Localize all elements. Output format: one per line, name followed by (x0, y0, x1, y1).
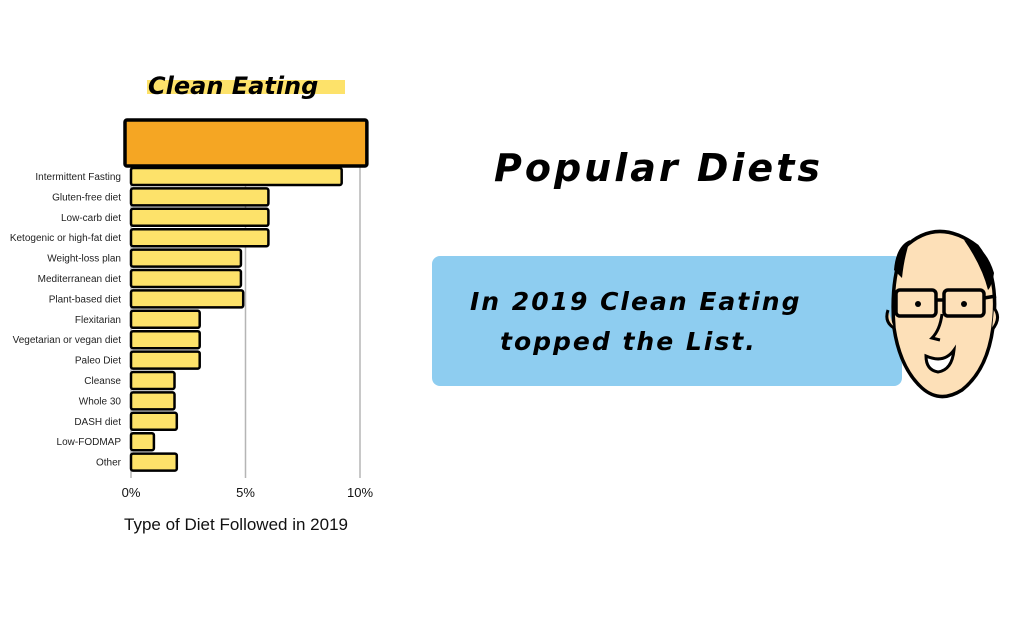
category-labels: Intermittent Fasting Gluten-free diet Low-… (10, 172, 122, 469)
bar (129, 166, 343, 187)
bar (129, 248, 243, 268)
category-label: Other (96, 458, 122, 469)
x-tick-labels: 0% 5% 10% (122, 485, 374, 500)
category-label: Low-FODMAP (57, 437, 122, 448)
category-label: Plant-based diet (49, 294, 121, 305)
category-label: Whole 30 (79, 396, 122, 407)
category-label: Flexitarian (75, 315, 121, 326)
bar (129, 227, 270, 248)
callout-line-2: topped the List. (500, 327, 757, 356)
bar (129, 411, 179, 432)
x-tick-label: 10% (347, 485, 373, 500)
category-label: Intermittent Fasting (35, 172, 121, 183)
bar (129, 187, 270, 207)
category-label: DASH diet (74, 417, 121, 428)
chart-title: Clean Eating (148, 72, 318, 100)
bar (129, 329, 201, 350)
bars (123, 118, 369, 472)
x-tick-label: 0% (122, 485, 141, 500)
category-label: Paleo Diet (75, 356, 121, 367)
page-heading: Popular Diets (494, 146, 823, 190)
bar (129, 370, 176, 391)
x-axis-label: Type of Diet Followed in 2019 (124, 515, 348, 534)
category-label: Low-carb diet (61, 213, 121, 224)
category-label: Vegetarian or vegan diet (13, 335, 122, 346)
bar (129, 452, 179, 472)
callout-box (432, 256, 902, 386)
callout-text: In 2019 Clean Eating topped the List. (470, 282, 860, 362)
bald-man-with-glasses-face-icon (885, 229, 999, 399)
bar (129, 391, 176, 411)
bar (129, 431, 156, 452)
bar (123, 118, 369, 168)
category-label: Cleanse (84, 376, 121, 387)
chart-title-highlight (147, 80, 345, 94)
bar (129, 309, 201, 330)
category-label: Gluten-free diet (52, 192, 121, 203)
bar (129, 350, 201, 370)
category-label: Mediterranean diet (38, 274, 122, 285)
bar (129, 289, 245, 309)
category-label: Ketogenic or high-fat diet (10, 233, 121, 244)
bar (129, 207, 270, 228)
category-label: Weight-loss plan (47, 254, 121, 265)
bar (129, 268, 243, 289)
x-tick-label: 5% (236, 485, 255, 500)
callout-line-1: In 2019 Clean Eating (470, 287, 802, 316)
